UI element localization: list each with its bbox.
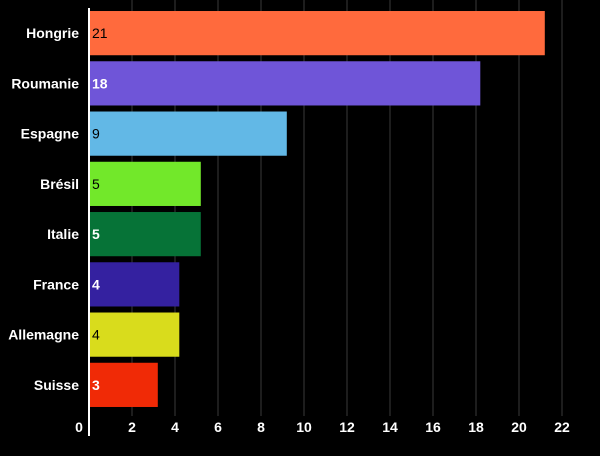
category-label: France bbox=[33, 276, 79, 292]
x-tick-label: 14 bbox=[382, 419, 398, 435]
bar bbox=[89, 11, 545, 56]
bars: 21 18 9 5 5 4 4 3 bbox=[89, 11, 545, 407]
x-tick-label: 16 bbox=[425, 419, 441, 435]
x-tick-label: 10 bbox=[296, 419, 312, 435]
category-label: Hongrie bbox=[26, 25, 79, 41]
category-label: Suisse bbox=[34, 377, 79, 393]
bar bbox=[89, 312, 180, 357]
bar-value-label: 18 bbox=[92, 75, 108, 91]
category-label: Brésil bbox=[40, 176, 79, 192]
x-tick-label: 6 bbox=[214, 419, 222, 435]
x-tick-label: 18 bbox=[468, 419, 484, 435]
x-tick-label: 4 bbox=[171, 419, 179, 435]
bar-value-label: 5 bbox=[92, 226, 100, 242]
bar-value-label: 4 bbox=[92, 276, 100, 292]
category-label: Roumanie bbox=[11, 75, 79, 91]
x-tick-label: 0 bbox=[75, 419, 83, 435]
category-label: Italie bbox=[47, 226, 79, 242]
x-tick-label: 2 bbox=[128, 419, 136, 435]
bar bbox=[89, 111, 287, 156]
bar bbox=[89, 212, 201, 257]
x-tick-label: 20 bbox=[511, 419, 527, 435]
bar bbox=[89, 262, 180, 307]
bar-value-label: 5 bbox=[92, 176, 100, 192]
x-tick-label: 8 bbox=[257, 419, 265, 435]
bar bbox=[89, 362, 158, 407]
category-labels: Hongrie Roumanie Espagne Brésil Italie France… bbox=[8, 25, 79, 393]
bar-value-label: 4 bbox=[92, 327, 100, 343]
category-label: Espagne bbox=[21, 126, 80, 142]
x-tick-labels: 0 2 4 6 8 10 12 14 16 18 20 22 bbox=[75, 419, 570, 435]
bar-value-label: 9 bbox=[92, 126, 100, 142]
bar-value-label: 21 bbox=[92, 25, 108, 41]
x-tick-label: 12 bbox=[339, 419, 355, 435]
bar-value-label: 3 bbox=[92, 377, 100, 393]
category-label: Allemagne bbox=[8, 327, 79, 343]
x-tick-label: 22 bbox=[554, 419, 570, 435]
bar bbox=[89, 61, 481, 106]
bar bbox=[89, 161, 201, 206]
